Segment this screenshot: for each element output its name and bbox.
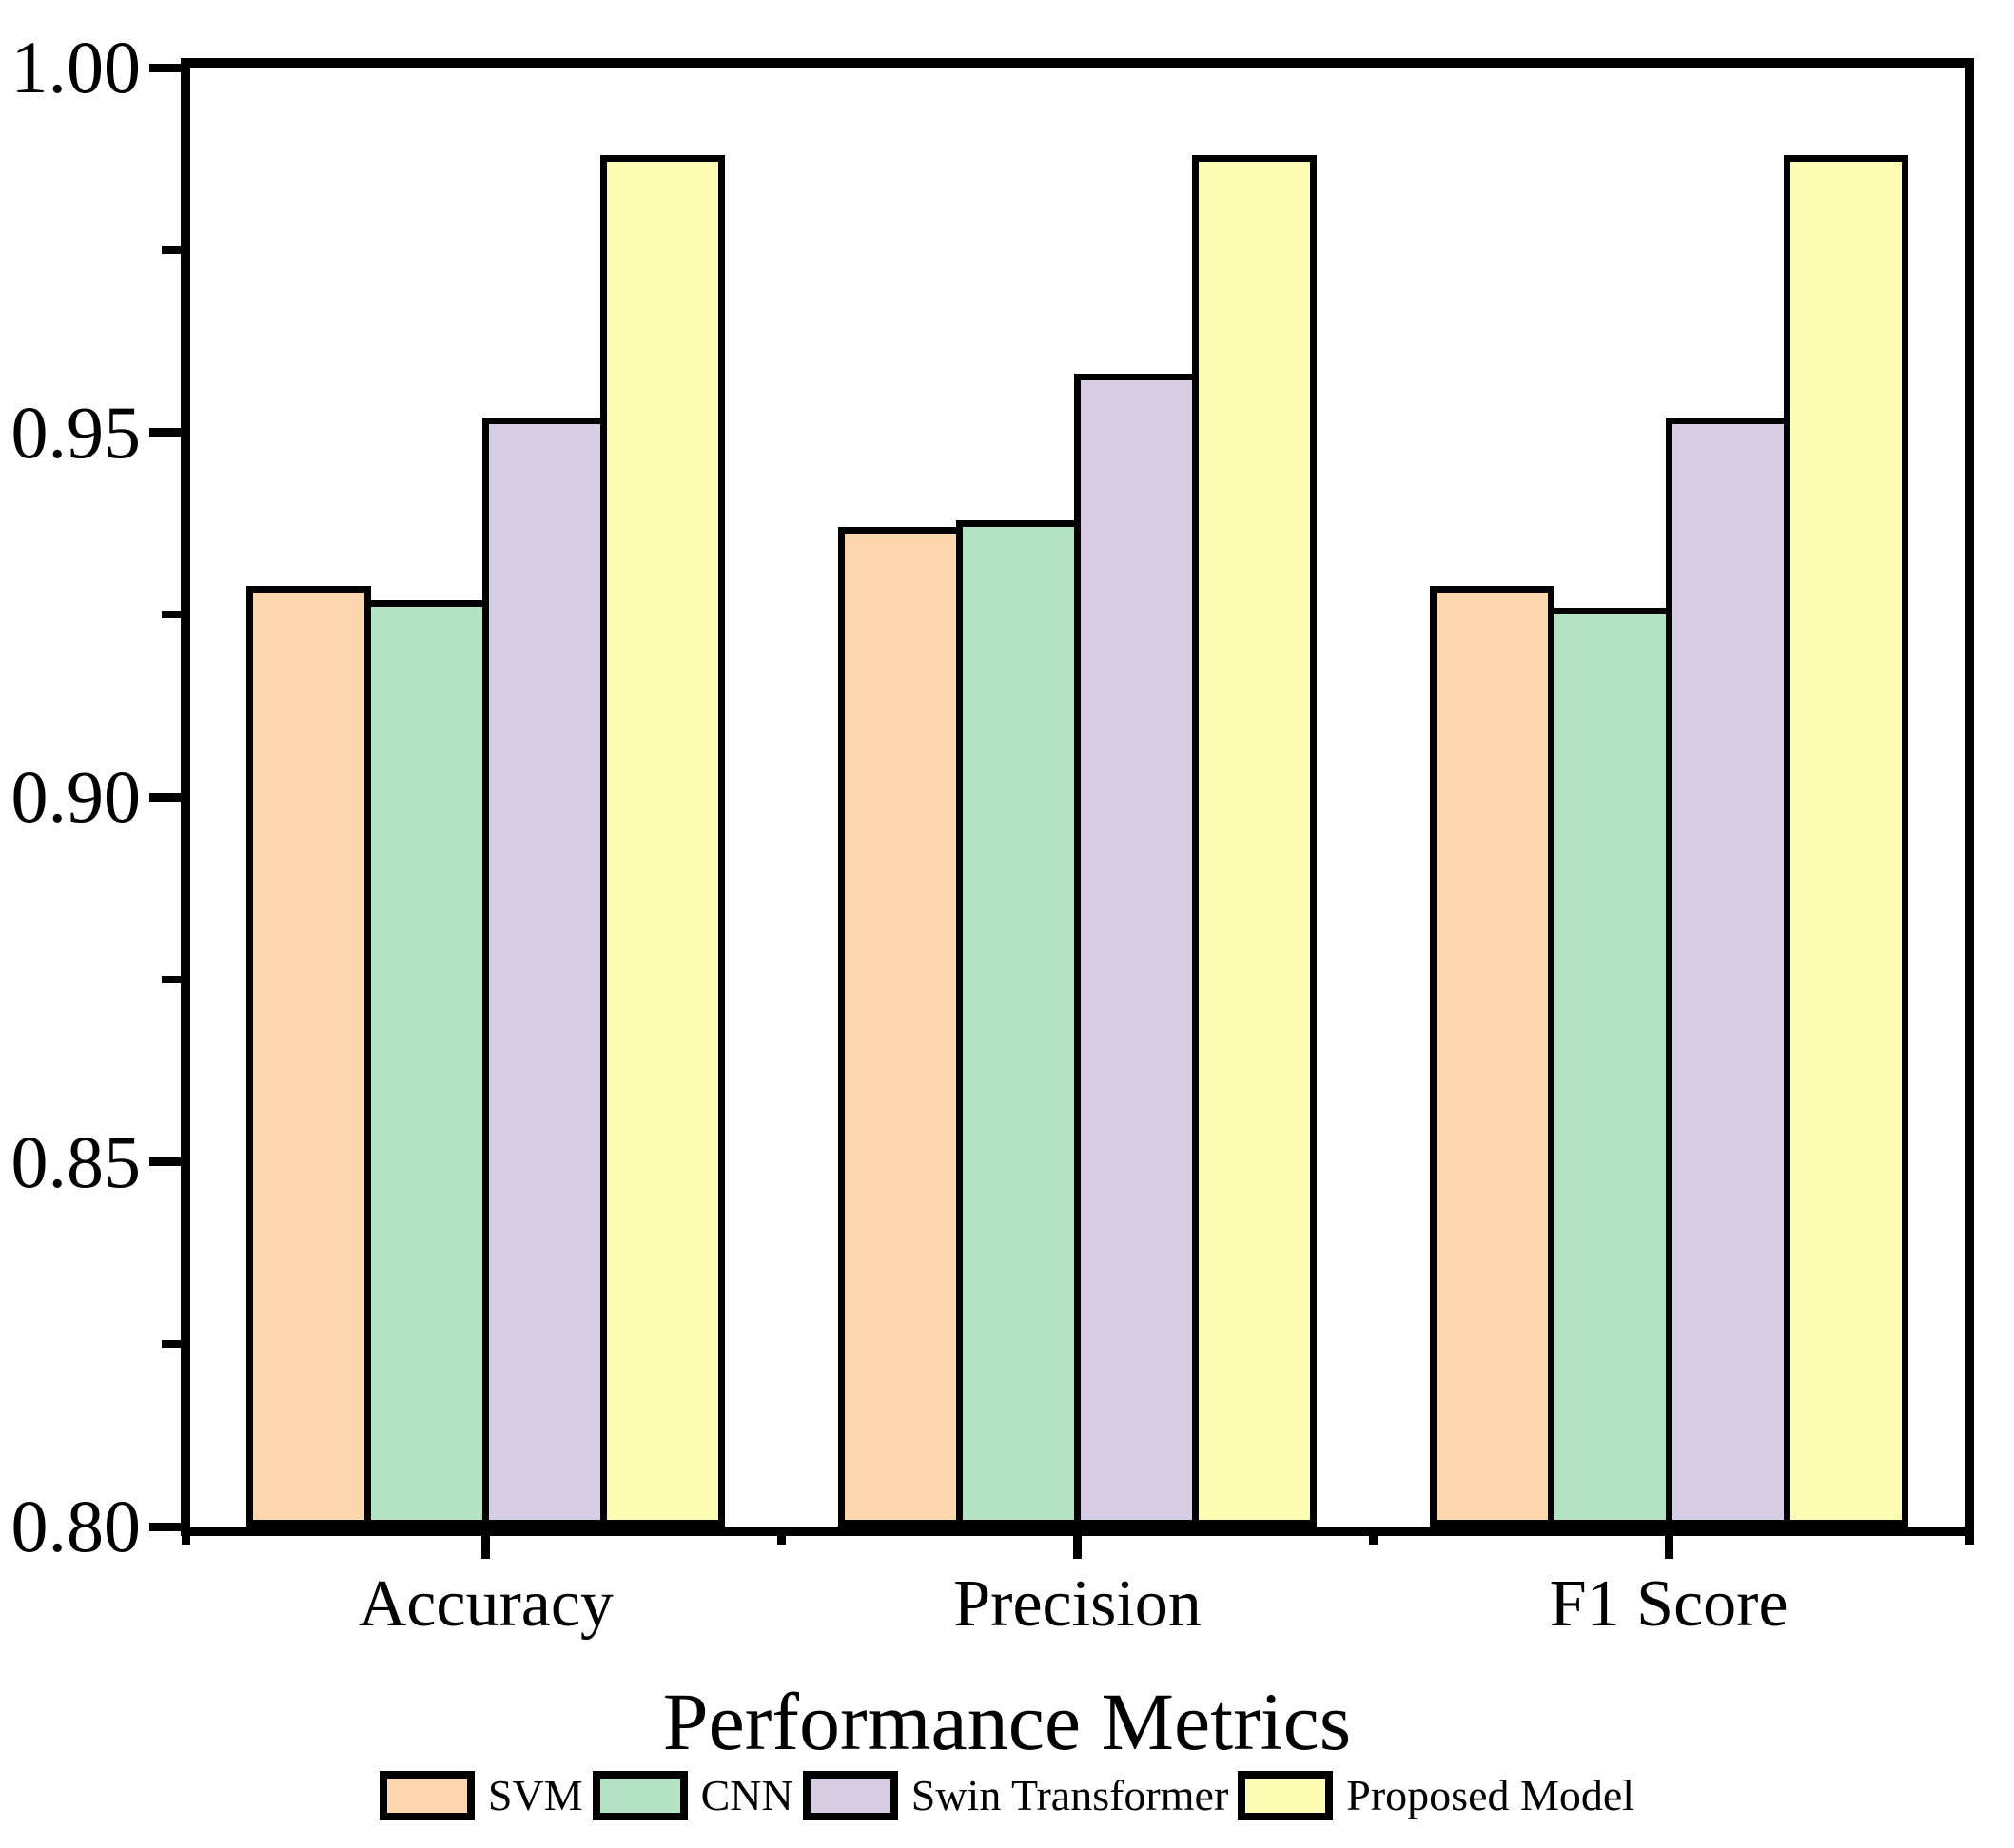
y-minor-tick — [162, 611, 186, 619]
legend-swatch — [379, 1771, 475, 1820]
x-axis-title: Performance Metrics — [662, 1676, 1352, 1767]
y-minor-tick — [162, 1340, 186, 1349]
legend-item-cnn: CNN — [592, 1771, 793, 1820]
bar-group-f1-score — [1373, 68, 1965, 1527]
bar-svm — [246, 585, 372, 1527]
bar-groups — [190, 68, 1965, 1527]
y-major-tick — [149, 1157, 186, 1166]
legend: SVM CNN Swin Transformer Proposed Model — [0, 1771, 2014, 1820]
legend-item-proposed-model: Proposed Model — [1238, 1771, 1634, 1820]
legend-swatch — [592, 1771, 688, 1820]
bar-proposed-model — [600, 155, 726, 1527]
y-tick-label: 0.85 — [10, 1119, 142, 1203]
bar-swin-transformer — [482, 418, 608, 1527]
bar-cnn — [1547, 607, 1672, 1527]
bar-proposed-model — [1192, 155, 1317, 1527]
y-tick-label: 0.95 — [10, 390, 142, 474]
x-major-tick — [1073, 1527, 1082, 1559]
legend-item-svm: SVM — [379, 1771, 583, 1820]
legend-label: CNN — [700, 1771, 793, 1819]
y-major-tick — [149, 428, 186, 437]
category-label-precision: Precision — [953, 1567, 1202, 1641]
bar-proposed-model — [1783, 155, 1908, 1527]
legend-label: Proposed Model — [1346, 1771, 1635, 1819]
x-major-tick — [481, 1527, 491, 1559]
legend-label: Swin Transformer — [910, 1771, 1229, 1819]
bar-svm — [838, 527, 963, 1527]
legend-swatch — [1238, 1771, 1334, 1820]
y-major-tick — [149, 63, 186, 72]
bar-svm — [1429, 585, 1554, 1527]
bar-cnn — [364, 599, 490, 1527]
bar-group-accuracy — [190, 68, 782, 1527]
plot-area — [181, 58, 1974, 1536]
y-minor-tick — [162, 245, 186, 254]
y-minor-tick — [162, 975, 186, 983]
x-minor-tick — [1965, 1527, 1974, 1545]
x-major-tick — [1664, 1527, 1673, 1559]
y-major-tick — [149, 1522, 186, 1531]
x-minor-tick — [181, 1527, 190, 1545]
bar-group-precision — [782, 68, 1374, 1527]
bar-swin-transformer — [1665, 418, 1790, 1527]
y-tick-label: 1.00 — [10, 26, 142, 108]
category-label-f1-score: F1 Score — [1549, 1567, 1789, 1641]
legend-label: SVM — [487, 1771, 583, 1819]
x-minor-tick — [777, 1527, 787, 1545]
legend-swatch — [802, 1771, 898, 1820]
x-minor-tick — [1368, 1527, 1378, 1545]
y-tick-label: 0.90 — [10, 755, 142, 838]
category-label-accuracy: Accuracy — [358, 1567, 614, 1641]
bar-swin-transformer — [1074, 374, 1199, 1527]
y-major-tick — [149, 792, 186, 802]
legend-item-swin-transformer: Swin Transformer — [802, 1771, 1229, 1820]
bar-cnn — [956, 519, 1081, 1527]
y-tick-label: 0.80 — [10, 1485, 142, 1567]
